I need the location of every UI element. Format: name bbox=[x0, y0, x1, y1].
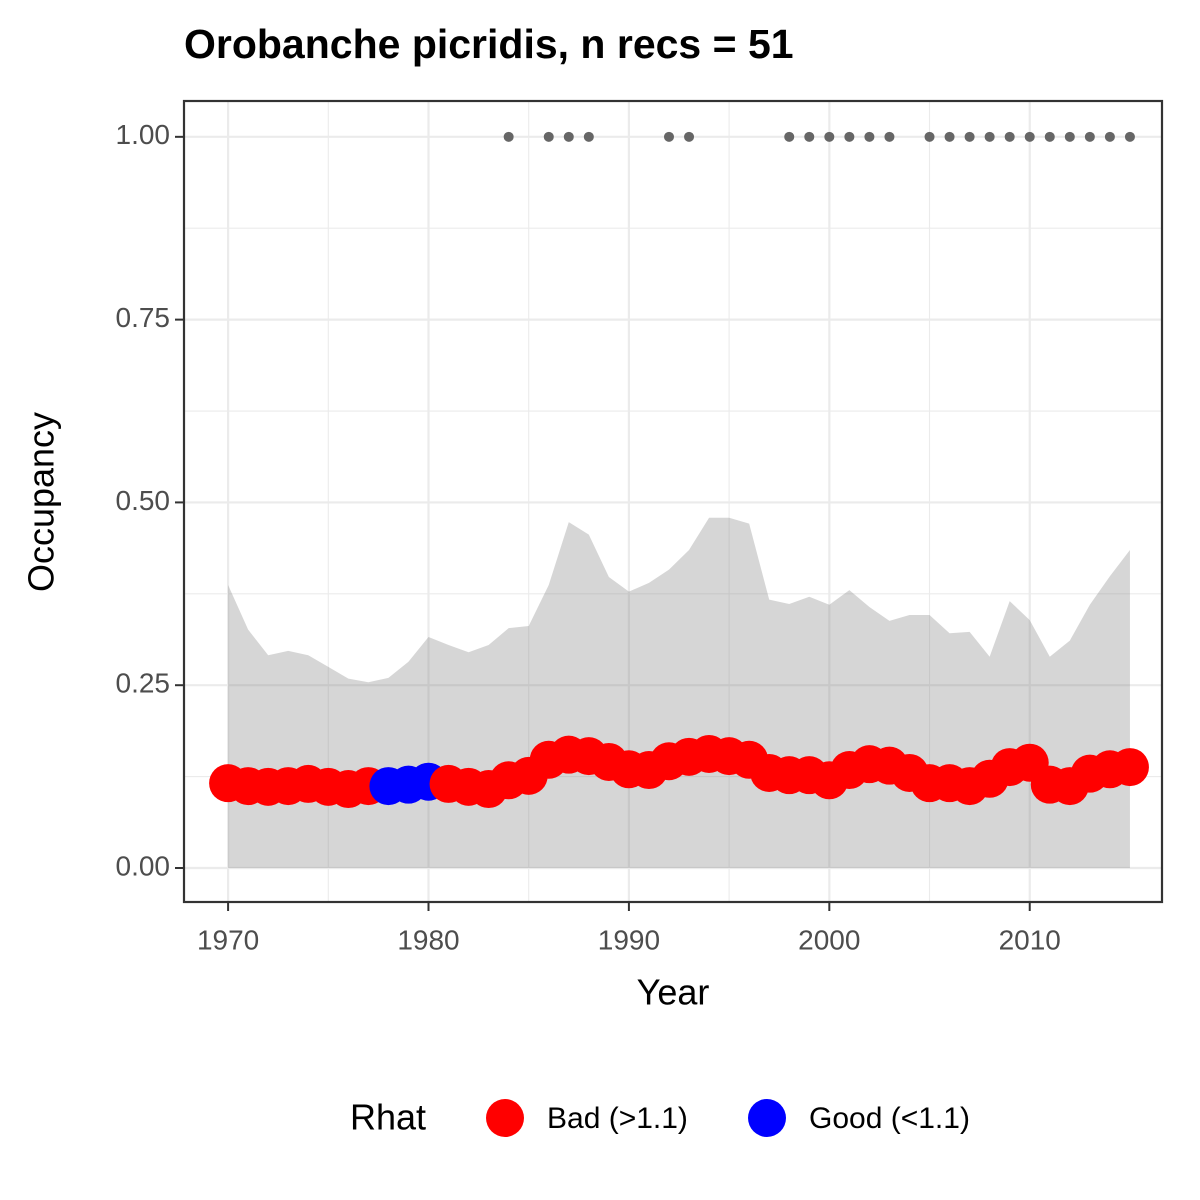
record-point bbox=[784, 131, 795, 142]
record-point bbox=[964, 131, 975, 142]
x-tick-label: 2010 bbox=[999, 924, 1061, 955]
record-point bbox=[804, 131, 815, 142]
record-point bbox=[1064, 131, 1075, 142]
legend-label: Bad (>1.1) bbox=[547, 1102, 688, 1135]
x-tick-label: 1970 bbox=[197, 924, 259, 955]
record-point bbox=[944, 131, 955, 142]
record-point bbox=[503, 131, 514, 142]
legend-title: Rhat bbox=[350, 1097, 426, 1138]
legend-swatch bbox=[748, 1099, 786, 1137]
x-axis-label: Year bbox=[637, 972, 710, 1013]
record-point bbox=[924, 131, 935, 142]
y-tick-label: 0.25 bbox=[116, 668, 171, 699]
y-tick-label: 1.00 bbox=[116, 119, 171, 150]
y-tick-label: 0.00 bbox=[116, 850, 171, 881]
record-point bbox=[844, 131, 855, 142]
legend-label: Good (<1.1) bbox=[809, 1102, 970, 1135]
y-axis-label: Occupancy bbox=[21, 412, 62, 592]
record-point bbox=[884, 131, 895, 142]
record-point bbox=[684, 131, 695, 142]
y-tick-label: 0.75 bbox=[116, 302, 171, 333]
record-point bbox=[1044, 131, 1055, 142]
x-tick-label: 1980 bbox=[397, 924, 459, 955]
record-point bbox=[663, 131, 674, 142]
plot-area bbox=[182, 99, 1164, 904]
record-point bbox=[1104, 131, 1115, 142]
record-point bbox=[824, 131, 835, 142]
record-point bbox=[563, 131, 574, 142]
legend-swatch bbox=[486, 1099, 524, 1137]
record-point bbox=[1084, 131, 1095, 142]
y-tick-label: 0.50 bbox=[116, 485, 171, 516]
record-point bbox=[583, 131, 594, 142]
record-point bbox=[1124, 131, 1135, 142]
record-point bbox=[1004, 131, 1015, 142]
occupancy-point bbox=[1110, 748, 1149, 787]
record-point bbox=[1024, 131, 1035, 142]
x-tick-label: 2000 bbox=[798, 924, 860, 955]
legend: Rhat Bad (>1.1) Good (<1.1) bbox=[350, 1097, 970, 1138]
record-point bbox=[543, 131, 554, 142]
record-point bbox=[864, 131, 875, 142]
record-point bbox=[984, 131, 995, 142]
x-tick-label: 1990 bbox=[598, 924, 660, 955]
chart-title: Orobanche picridis, n recs = 51 bbox=[184, 21, 794, 67]
